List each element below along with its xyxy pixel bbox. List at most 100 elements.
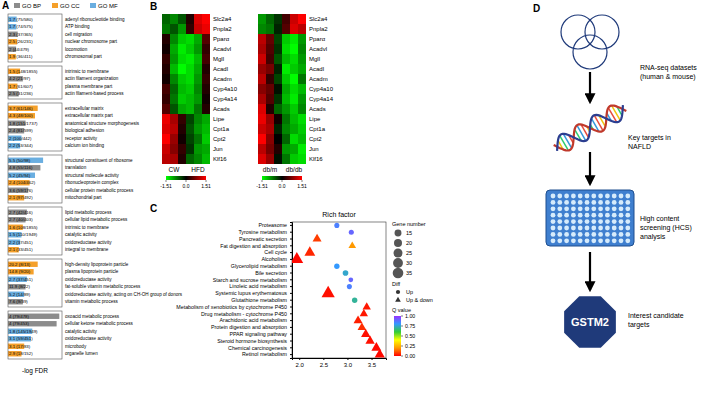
cell bbox=[194, 124, 202, 134]
cell bbox=[290, 94, 298, 104]
cell bbox=[298, 94, 306, 104]
y-tick-label: Alcoholism bbox=[261, 256, 287, 262]
cell bbox=[282, 44, 290, 54]
y-tick: PPAR signaling pathway bbox=[229, 331, 292, 337]
bar-label: 2.3 (37/365) bbox=[9, 32, 33, 37]
row-label: Acadl bbox=[309, 66, 324, 72]
x-tick: 2.0 bbox=[296, 358, 305, 368]
bar-label: 2.4 (81/599) bbox=[9, 128, 33, 133]
point bbox=[361, 329, 370, 337]
cell bbox=[162, 34, 170, 44]
cell bbox=[194, 104, 202, 114]
term-label: extracellular matrix part bbox=[65, 113, 113, 118]
well bbox=[557, 238, 562, 243]
x-axis: 2.02.53.03.5 bbox=[293, 358, 387, 368]
bar-label: 2.4 (104/462) bbox=[9, 180, 36, 185]
row-label: Pnpla2 bbox=[213, 26, 232, 32]
cell bbox=[266, 24, 274, 34]
term-label: calcium ion binding bbox=[65, 143, 105, 148]
term-label: locomotion bbox=[65, 47, 88, 52]
y-tick-label: Linoleic acid metabolism bbox=[229, 283, 287, 289]
marker-key bbox=[395, 297, 401, 302]
tick-mark bbox=[290, 341, 292, 342]
cell bbox=[258, 114, 266, 124]
row-label: Acadl bbox=[213, 66, 228, 72]
well bbox=[578, 232, 583, 237]
point bbox=[348, 277, 353, 282]
term-label: integral to membrane bbox=[65, 247, 109, 252]
well bbox=[557, 226, 562, 231]
well bbox=[598, 200, 603, 205]
tick-mark bbox=[290, 266, 292, 267]
term-label: mitochondrial part bbox=[65, 195, 102, 200]
well bbox=[625, 200, 630, 205]
well bbox=[612, 226, 617, 231]
cell bbox=[186, 64, 194, 74]
well bbox=[585, 200, 590, 205]
tick-mark bbox=[290, 273, 292, 274]
cell bbox=[274, 74, 282, 84]
cell bbox=[186, 24, 194, 34]
well bbox=[585, 213, 590, 218]
row-label: Mgll bbox=[309, 56, 320, 62]
colorbar bbox=[166, 176, 206, 180]
bar-label: 4 (79/478) bbox=[9, 314, 30, 319]
cell bbox=[186, 44, 194, 54]
cell bbox=[170, 24, 178, 34]
tick-mark bbox=[290, 354, 292, 355]
cell bbox=[282, 94, 290, 104]
well bbox=[612, 194, 617, 199]
y-tick-label: Glutathione metabolism bbox=[231, 297, 287, 303]
cell bbox=[202, 34, 210, 44]
cell bbox=[290, 84, 298, 94]
colorbar-tick bbox=[262, 180, 263, 182]
point bbox=[354, 315, 363, 323]
cell bbox=[298, 34, 306, 44]
point bbox=[292, 252, 303, 263]
cell bbox=[274, 24, 282, 34]
cell bbox=[266, 74, 274, 84]
well bbox=[551, 226, 556, 231]
cell bbox=[298, 14, 306, 24]
cell bbox=[162, 54, 170, 64]
tick-mark bbox=[290, 320, 292, 321]
cell bbox=[274, 134, 282, 144]
row-label: Lipe bbox=[213, 116, 225, 122]
well bbox=[612, 200, 617, 205]
legend-swatch bbox=[52, 3, 58, 8]
well bbox=[571, 226, 576, 231]
cell bbox=[266, 154, 274, 164]
well bbox=[625, 219, 630, 224]
cell bbox=[274, 54, 282, 64]
cell bbox=[202, 114, 210, 124]
term-label: oxoacid metabolic process bbox=[65, 314, 120, 319]
cell bbox=[202, 44, 210, 54]
row-label: Slc2a4 bbox=[309, 16, 328, 22]
bar-label: 1.5 (110/1949) bbox=[9, 232, 38, 237]
y-tick-label: Bile secretion bbox=[255, 270, 287, 276]
cell bbox=[282, 114, 290, 124]
cell bbox=[202, 124, 210, 134]
cell bbox=[170, 64, 178, 74]
well bbox=[564, 200, 569, 205]
cell bbox=[162, 144, 170, 154]
colorbar-tick bbox=[401, 336, 403, 337]
well bbox=[578, 219, 583, 224]
bar-label: 11.9 (8/22) bbox=[9, 284, 30, 289]
bar-label: 2.7 (37/451) bbox=[9, 277, 33, 282]
step-text: Key targets in bbox=[628, 134, 671, 142]
cell bbox=[274, 104, 282, 114]
term-label: plasma membrane part bbox=[65, 84, 113, 89]
cell bbox=[282, 104, 290, 114]
colorbar-label: 0.0 bbox=[183, 183, 190, 189]
cell bbox=[162, 94, 170, 104]
bar-label: 1.8 (151/1737) bbox=[9, 121, 38, 126]
cell bbox=[170, 144, 178, 154]
term-label: ATP binding bbox=[65, 24, 90, 29]
colorbar-tick bbox=[401, 316, 403, 317]
point bbox=[348, 241, 356, 248]
well bbox=[557, 219, 562, 224]
colorbar-label: 0.25 bbox=[405, 343, 415, 349]
well bbox=[598, 194, 603, 199]
axis-line bbox=[290, 223, 293, 359]
